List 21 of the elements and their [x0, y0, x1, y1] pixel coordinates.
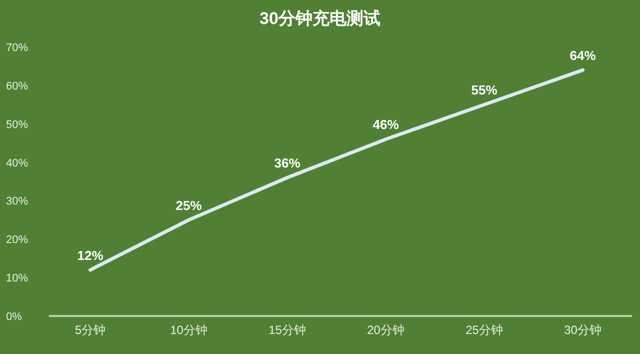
y-tick-label: 70% — [6, 42, 28, 54]
x-tick-label: 5分钟 — [74, 323, 106, 337]
y-tick-label: 60% — [6, 80, 28, 92]
data-label: 64% — [570, 48, 596, 64]
data-label: 12% — [77, 248, 104, 263]
x-tick-label: 30分钟 — [564, 323, 602, 337]
data-label: 36% — [274, 156, 301, 171]
x-tick-label: 25分钟 — [466, 323, 503, 337]
data-label: 46% — [372, 117, 400, 132]
data-label: 55% — [471, 82, 498, 98]
y-tick-label: 0% — [6, 311, 22, 323]
y-tick-label: 10% — [6, 272, 28, 285]
y-tick-label: 20% — [6, 234, 28, 246]
y-tick-label: 50% — [6, 118, 28, 131]
x-tick-label: 20分钟 — [367, 323, 404, 337]
y-tick-label: 30% — [6, 196, 28, 208]
x-tick-label: 10分钟 — [170, 323, 208, 337]
data-label: 25% — [176, 198, 202, 213]
chart-title: 30分钟充电测试 — [260, 9, 380, 28]
x-tick-label: 15分钟 — [268, 323, 306, 337]
y-tick-label: 40% — [6, 157, 28, 170]
